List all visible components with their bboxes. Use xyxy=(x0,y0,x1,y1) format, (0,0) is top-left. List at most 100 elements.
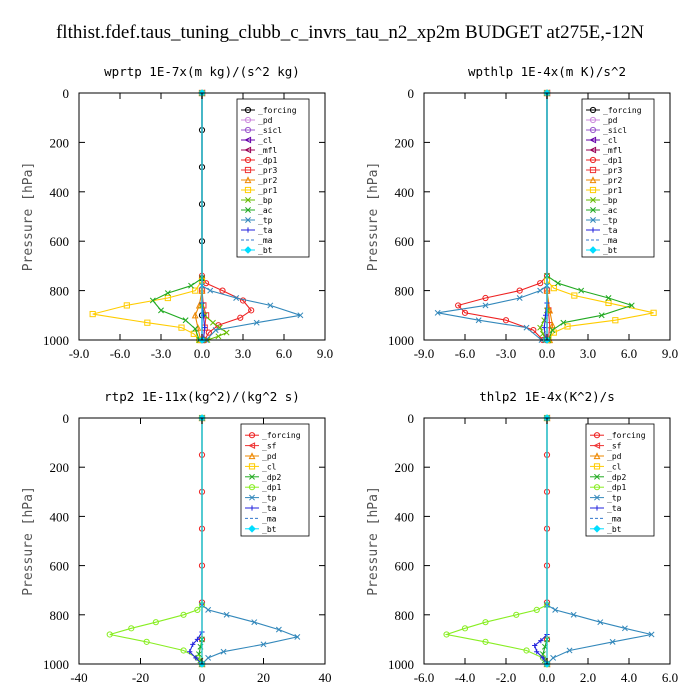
legend-marker xyxy=(245,217,251,223)
data-point xyxy=(550,654,557,661)
data-point xyxy=(571,292,578,299)
plot-area xyxy=(434,89,657,344)
legend-entry: _pr2 xyxy=(241,176,277,185)
legend-label: _sf xyxy=(607,442,622,451)
legend-label: _ma xyxy=(603,236,618,245)
data-point xyxy=(461,309,469,316)
legend-marker xyxy=(244,186,252,194)
data-point xyxy=(219,287,226,294)
x-tick-label: 20 xyxy=(257,670,270,685)
data-point xyxy=(482,302,489,309)
legend-label: _pr1 xyxy=(603,186,622,195)
y-tick-label: 800 xyxy=(50,608,70,623)
legend-label: _sicl xyxy=(603,126,627,135)
data-point xyxy=(220,648,227,655)
series-line xyxy=(201,93,253,341)
y-tick-label: 400 xyxy=(395,185,415,200)
y-tick-label: 400 xyxy=(50,509,70,524)
legend-marker xyxy=(593,484,601,491)
data-point xyxy=(648,631,655,638)
legend: _forcing_pd_sicl_cl_mfl_dp1_pr3_pr2_pr1_… xyxy=(581,98,655,258)
legend-box xyxy=(581,98,655,258)
data-point xyxy=(260,641,267,648)
legend-marker xyxy=(594,494,600,501)
legend-marker xyxy=(590,227,596,233)
data-point xyxy=(187,649,193,655)
y-tick-label: 1000 xyxy=(43,657,69,672)
x-tick-label: -9.0 xyxy=(69,346,90,361)
y-tick-label: 1000 xyxy=(43,333,69,348)
legend-marker xyxy=(249,473,255,480)
data-point xyxy=(482,638,489,645)
panel-title: wpthlp 1E-4x(m K)/s^2 xyxy=(468,64,626,79)
legend-marker xyxy=(593,442,601,450)
x-tick-label: -6.0 xyxy=(455,346,476,361)
chart-panel-1: wprtp 1E-7x(m kg)/(s^2 kg) Pressure [hPa]… xyxy=(21,64,333,361)
data-point xyxy=(205,654,212,661)
data-point xyxy=(164,290,171,297)
legend-marker xyxy=(249,494,255,501)
legend-marker xyxy=(589,116,597,124)
data-point xyxy=(191,311,199,319)
legend-entry: _bt xyxy=(586,246,618,255)
data-point xyxy=(149,297,156,304)
legend-label: _bp xyxy=(603,196,618,205)
legend-label: _pd xyxy=(262,452,277,461)
data-point xyxy=(253,319,260,326)
data-point xyxy=(560,319,567,326)
data-point xyxy=(297,312,304,319)
data-point xyxy=(190,641,196,647)
y-axis-label: Pressure [hPa] xyxy=(21,486,36,596)
series-pr1 xyxy=(89,89,206,344)
data-point xyxy=(193,655,199,661)
legend-entry: _forcing xyxy=(586,106,642,115)
data-point xyxy=(537,280,544,287)
series-tp xyxy=(434,90,550,343)
x-tick-label: -3.0 xyxy=(151,346,172,361)
legend-entry: _cl xyxy=(241,136,273,145)
legend-label: _mfl xyxy=(258,146,277,155)
legend-label: _pr3 xyxy=(258,166,277,175)
legend-entry: _pr2 xyxy=(586,176,622,185)
legend-label: _pr1 xyxy=(258,186,277,195)
data-point xyxy=(546,306,554,314)
data-point xyxy=(516,295,523,301)
legend-entry: _tp xyxy=(245,494,277,503)
data-point xyxy=(552,606,559,613)
x-tick-label: -6.0 xyxy=(110,346,131,361)
x-tick-label: 4.0 xyxy=(621,670,637,685)
data-point xyxy=(237,314,244,321)
x-tick-label: -6.0 xyxy=(414,670,435,685)
legend-marker xyxy=(589,186,597,194)
data-point xyxy=(537,324,544,331)
series-dp1 xyxy=(106,414,206,668)
data-point xyxy=(605,299,612,307)
legend-marker xyxy=(249,505,255,511)
legend-entry: _bt xyxy=(241,246,273,255)
data-point xyxy=(205,606,212,613)
legend: _forcing_pd_sicl_cl_mfl_dp1_pr3_pr2_pr1_… xyxy=(236,98,310,258)
legend-marker xyxy=(244,106,252,114)
data-point xyxy=(267,302,274,309)
legend-marker xyxy=(248,452,256,460)
data-point xyxy=(158,307,164,314)
data-point xyxy=(106,631,113,638)
data-point xyxy=(650,309,657,316)
data-point xyxy=(294,633,301,640)
legend-label: _tp xyxy=(607,494,622,503)
legend-label: _ta xyxy=(258,226,273,235)
y-tick-label: 200 xyxy=(50,460,70,475)
legend-marker xyxy=(589,126,597,134)
data-point xyxy=(570,611,577,618)
data-point xyxy=(180,611,187,618)
x-tick-label: 0 xyxy=(199,670,206,685)
legend-entry: _ma xyxy=(586,236,618,245)
legend-entry: _forcing xyxy=(241,106,297,115)
y-tick-label: 600 xyxy=(50,559,70,574)
legend-entry: _ta xyxy=(241,226,273,235)
data-point xyxy=(597,619,604,626)
x-tick-label: 40 xyxy=(319,670,332,685)
legend-entry: _cl xyxy=(590,462,622,471)
y-tick-label: 600 xyxy=(50,234,70,249)
